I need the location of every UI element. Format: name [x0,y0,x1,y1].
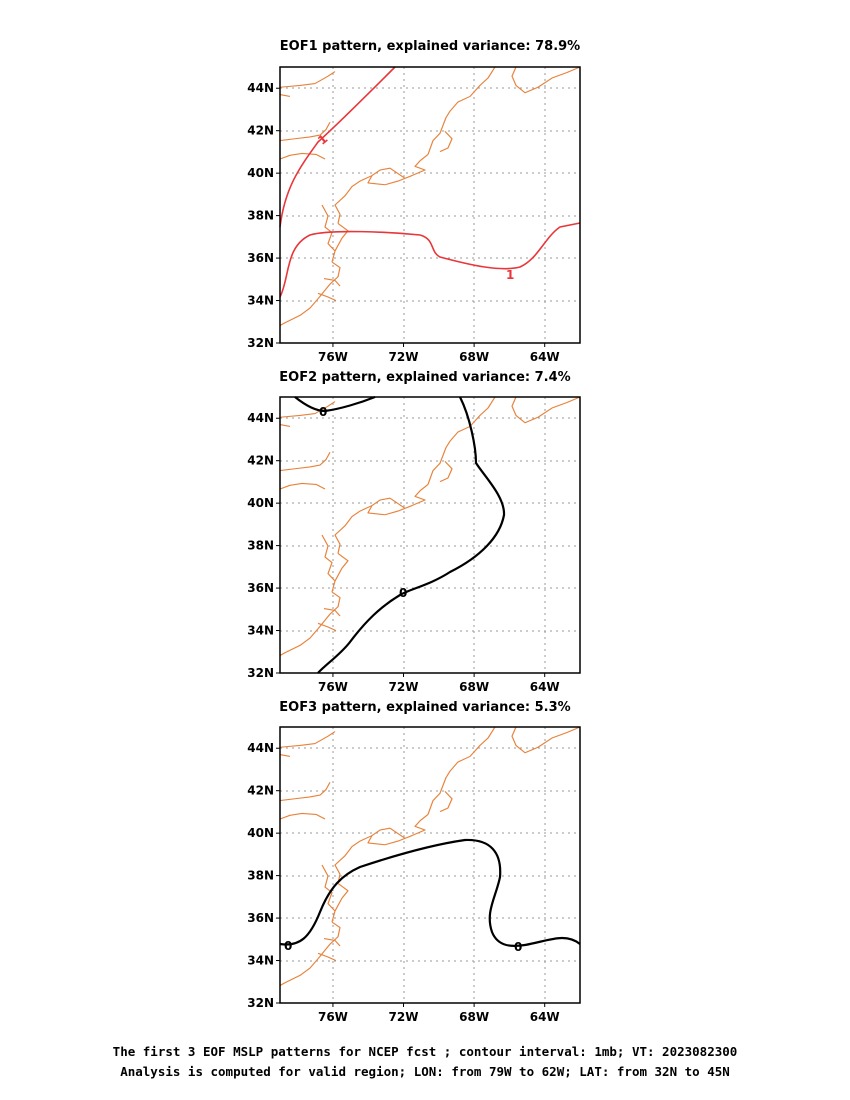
lat-tick-label: 34N [247,954,274,968]
panel-3-contour [279,838,581,948]
lat-tick-label: 32N [247,336,274,350]
lat-tick-label: 34N [247,624,274,638]
lat-tick-label: 44N [247,741,274,755]
panel-2-contour-label-b: 0 [399,586,407,600]
lat-tick-label: 42N [247,784,274,798]
lon-tick-label: 76W [318,680,348,694]
lon-tick-label: 68W [459,1010,489,1024]
eof-figure: EOF1 pattern, explained variance: 78.9% … [247,39,581,1024]
lat-tick-label: 36N [247,911,274,925]
panel-3-map: 0 0 [279,726,581,1004]
caption-line-2: Analysis is computed for valid region; L… [120,1064,730,1079]
lon-tick-label: 64W [530,680,560,694]
lat-tick-label: 32N [247,666,274,680]
panel-3-contour-label-b: 0 [514,940,522,954]
lon-tick-label: 64W [530,350,560,364]
lon-tick-label: 68W [459,680,489,694]
axis-ticks: 32N 34N 36N 38N 40N 42N 44N 76W 72W 68W 64W 32N 34N 3… [247,81,559,1024]
caption-line-1: The first 3 EOF MSLP patterns for NCEP f… [112,1044,738,1059]
panel-3-title: EOF3 pattern, explained variance: 5.3% [279,700,570,715]
lat-tick-label: 40N [247,826,274,840]
panel-1-contour-label-a: 1 [315,132,330,148]
lat-tick-label: 40N [247,496,274,510]
lat-tick-label: 38N [247,209,274,223]
lat-tick-label: 38N [247,869,274,883]
lon-tick-label: 72W [389,680,419,694]
lat-tick-label: 38N [247,539,274,553]
lon-tick-label: 72W [389,350,419,364]
panel-2-title: EOF2 pattern, explained variance: 7.4% [279,370,570,385]
lon-tick-label: 72W [389,1010,419,1024]
lat-tick-label: 42N [247,124,274,138]
lon-tick-label: 68W [459,350,489,364]
panel-2-map: 0 0 [279,395,581,674]
lat-tick-label: 36N [247,251,274,265]
panel-1-title: EOF1 pattern, explained variance: 78.9% [280,39,580,54]
panel-3-contour-label-a: 0 [284,939,292,953]
lon-tick-label: 76W [318,1010,348,1024]
panel-2-contour-label-a: 0 [319,405,327,419]
lat-tick-label: 36N [247,581,274,595]
lat-tick-label: 40N [247,166,274,180]
panel-1-contour [279,66,581,298]
lat-tick-label: 34N [247,294,274,308]
lat-tick-label: 44N [247,81,274,95]
panel-2-contour [294,395,506,674]
panel-1-map: 1 1 [279,66,581,344]
lat-tick-label: 44N [247,411,274,425]
panel-1-contour-label-b: 1 [506,268,514,282]
lon-tick-label: 76W [318,350,348,364]
lat-tick-label: 42N [247,454,274,468]
lat-tick-label: 32N [247,996,274,1010]
lon-tick-label: 64W [530,1010,560,1024]
